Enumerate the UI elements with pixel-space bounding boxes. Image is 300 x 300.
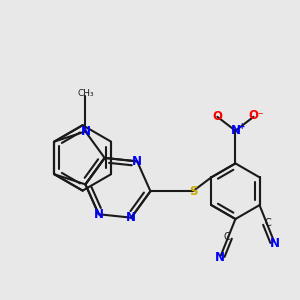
Text: N: N	[126, 211, 136, 224]
Text: N: N	[215, 251, 225, 264]
Text: N: N	[230, 124, 240, 137]
Text: C: C	[224, 232, 230, 242]
Text: S: S	[189, 185, 197, 198]
Text: ⁻: ⁻	[258, 111, 263, 121]
Text: CH₃: CH₃	[77, 89, 94, 98]
Text: N: N	[80, 125, 90, 138]
Text: C: C	[264, 218, 271, 228]
Text: N: N	[270, 237, 280, 250]
Text: N: N	[94, 208, 104, 221]
Text: +: +	[238, 122, 244, 131]
Text: N: N	[132, 155, 142, 168]
Text: O: O	[248, 109, 259, 122]
Text: O: O	[212, 110, 222, 123]
